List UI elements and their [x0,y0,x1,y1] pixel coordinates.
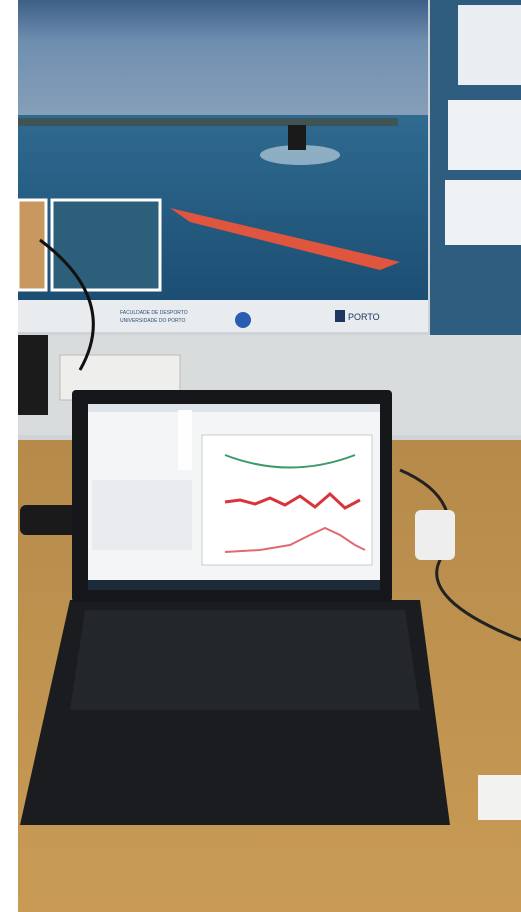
right-chart [445,180,521,245]
plot-line [224,491,361,510]
inset-photo [16,198,48,292]
paper [478,775,521,820]
university-text: UNIVERSIDADE DO PORTO [120,318,185,324]
adapter [415,510,455,560]
faculty-text: FACULDADE DE DESPORTO [120,310,188,316]
keys [70,610,420,710]
adapter [18,335,48,415]
toolbar [88,404,380,412]
poster-sky [18,0,428,120]
taskbar [88,580,380,590]
logo [235,312,251,328]
device [20,505,80,535]
right-chart [448,100,521,170]
logo [335,310,345,322]
boat-people [288,125,306,150]
brand-text: PORTO [348,312,380,322]
inset-photo [50,198,162,292]
plot-line [224,526,366,553]
glare [178,410,192,470]
cable [39,238,95,371]
poster-footer [18,300,428,332]
border [0,0,18,912]
wake [260,145,340,165]
right-inset [458,5,521,85]
side-panel [92,480,192,550]
plot-line [224,454,356,469]
shoreline [18,118,398,126]
kayak [170,208,400,270]
